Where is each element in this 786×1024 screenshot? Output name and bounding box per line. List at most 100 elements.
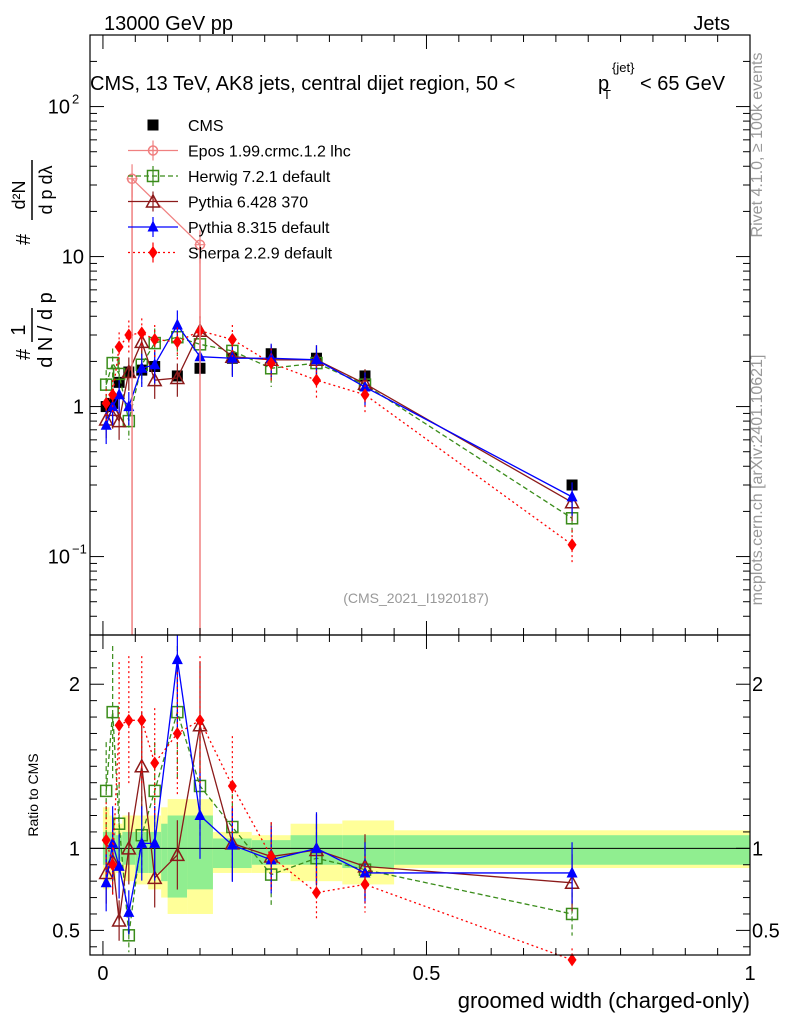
legend-label-sherpa: Sherpa 2.2.9 default bbox=[188, 246, 333, 263]
sherpa-ratio-point bbox=[172, 726, 182, 740]
sherpa-ratio-point bbox=[101, 833, 111, 847]
ratio-y-tick-label: 2 bbox=[69, 674, 80, 696]
sherpa-ratio-point bbox=[195, 713, 205, 727]
pythia6-ratio-point bbox=[111, 912, 127, 927]
pythia6-ratio-point bbox=[146, 869, 163, 885]
ratio-panel: 0.5 0.5 1 1 2 2 0 0.5 1 bbox=[52, 634, 780, 985]
pythia8-point bbox=[113, 388, 125, 400]
sherpa-point bbox=[311, 373, 321, 387]
pythia8-line bbox=[105, 323, 573, 498]
sherpa-point bbox=[108, 388, 118, 402]
sherpa-ratio-point bbox=[150, 756, 160, 770]
ylabel-frac2: d²N bbox=[9, 180, 29, 209]
herwig-ratio-point bbox=[99, 784, 113, 798]
y-tick-exponent: −1 bbox=[72, 542, 87, 557]
mcplots-label: mcplots.cern.ch [arXiv:2401.10621] bbox=[749, 355, 766, 606]
sherpa-point bbox=[114, 340, 124, 354]
pythia6-ratio-point bbox=[192, 717, 208, 732]
x-tick-label: 0 bbox=[97, 963, 108, 985]
sherpa-ratio-point bbox=[108, 858, 118, 872]
x-tick-label: 0.5 bbox=[413, 963, 441, 985]
ratio-y-tick-label-right: 2 bbox=[752, 674, 763, 696]
pythia8-ratio-point bbox=[113, 859, 125, 871]
pythia6-point bbox=[169, 369, 186, 385]
herwig-point bbox=[106, 356, 119, 370]
sherpa-point bbox=[567, 538, 577, 552]
ylabel-frac2-den: d p dλ bbox=[36, 165, 56, 214]
legend-marker-pythia6 bbox=[145, 193, 161, 208]
ratio-frame bbox=[89, 634, 751, 956]
herwig-ratio-point bbox=[148, 784, 161, 798]
ylabel-frac1: 1 bbox=[8, 324, 30, 335]
herwig-ratio-point bbox=[112, 817, 126, 830]
legend-label-epos: Epos 1.99.crmc.1.2 lhc bbox=[188, 144, 351, 161]
sherpa-point bbox=[124, 328, 134, 342]
pythia6-point bbox=[111, 413, 127, 428]
epos-line bbox=[131, 178, 201, 246]
sherpa-ratio-point bbox=[266, 850, 276, 864]
plot-title-tail: < 65 GeV bbox=[640, 73, 726, 95]
header-left: 13000 GeV pp bbox=[104, 13, 233, 35]
y-tick-label: 1 bbox=[73, 397, 84, 419]
legend-label-cms: CMS bbox=[188, 118, 224, 135]
herwig-line bbox=[105, 336, 573, 519]
pythia6-point bbox=[146, 372, 163, 387]
y-tick-label: 10 bbox=[48, 97, 70, 119]
sherpa-ratio-point bbox=[124, 713, 134, 727]
pythia8-point bbox=[136, 361, 148, 373]
pythia8-ratio-point bbox=[136, 836, 148, 848]
pythia6-ratio-point bbox=[121, 840, 137, 855]
sherpa-ratio-point bbox=[137, 713, 147, 727]
legend: CMS Epos 1.99.crmc.1.2 lhc Herwig 7.2.1 de… bbox=[128, 118, 351, 263]
band-inner bbox=[161, 823, 168, 882]
pythia8-point bbox=[566, 490, 578, 502]
plot-title-p: p bbox=[598, 73, 609, 95]
legend-label-pythia6: Pythia 6.428 370 bbox=[188, 195, 308, 212]
plot-title: CMS, 13 TeV, AK8 jets, central dijet reg… bbox=[90, 60, 726, 102]
herwig-ratio-point bbox=[106, 705, 119, 719]
pythia8-ratio-point bbox=[100, 876, 112, 888]
plot-title-sup: {jet} bbox=[612, 60, 635, 75]
sherpa-ratio-point bbox=[114, 718, 124, 732]
ratio-y-axis-label: Ratio to CMS bbox=[25, 753, 41, 836]
y-tick-label: 10 bbox=[48, 547, 70, 569]
band-inner bbox=[342, 835, 395, 869]
sherpa-point bbox=[360, 388, 370, 402]
pythia6-line bbox=[105, 329, 573, 503]
rivet-label: Rivet 4.1.0, ≥ 100k events bbox=[749, 53, 766, 238]
ylabel-hash: # bbox=[13, 348, 35, 360]
pythia8-point bbox=[149, 358, 161, 370]
y-tick-exponent: 2 bbox=[72, 92, 79, 107]
legend-marker-herwig bbox=[146, 169, 160, 183]
pythia8-ratio-point bbox=[171, 653, 183, 665]
pythia8-point bbox=[310, 353, 322, 365]
sherpa-point bbox=[150, 332, 160, 346]
sherpa-point bbox=[227, 332, 237, 346]
x-tick-label: 1 bbox=[744, 963, 755, 985]
sherpa-point bbox=[266, 356, 276, 370]
legend-marker-pythia8 bbox=[147, 220, 159, 232]
pythia8-point bbox=[100, 418, 112, 430]
sherpa-ratio-point bbox=[567, 953, 577, 967]
legend-marker-cms bbox=[147, 119, 159, 131]
pythia8-ratio-point bbox=[566, 866, 578, 878]
pythia8-ratio-point bbox=[194, 809, 206, 821]
pythia8-point bbox=[226, 351, 238, 363]
pythia8-point bbox=[171, 318, 183, 330]
ylabel-frac1-den: d N / d p bbox=[35, 292, 57, 368]
sherpa-point bbox=[172, 335, 182, 349]
pythia8-ratio-point bbox=[310, 841, 322, 853]
sherpa-ratio-point bbox=[227, 779, 237, 793]
sherpa-line bbox=[105, 330, 573, 546]
analysis-watermark: (CMS_2021_I1920187) bbox=[343, 590, 489, 606]
header-right: Jets bbox=[693, 13, 730, 35]
ratio-y-tick-label: 0.5 bbox=[52, 920, 80, 942]
sherpa-ratio-point bbox=[360, 877, 370, 891]
sherpa-point bbox=[137, 326, 147, 340]
pythia8-ratio-point bbox=[226, 838, 238, 850]
pythia8-ratio-point bbox=[123, 905, 135, 917]
x-axis-label: groomed width (charged-only) bbox=[458, 988, 750, 1013]
ratio-y-tick-label: 1 bbox=[69, 838, 80, 860]
